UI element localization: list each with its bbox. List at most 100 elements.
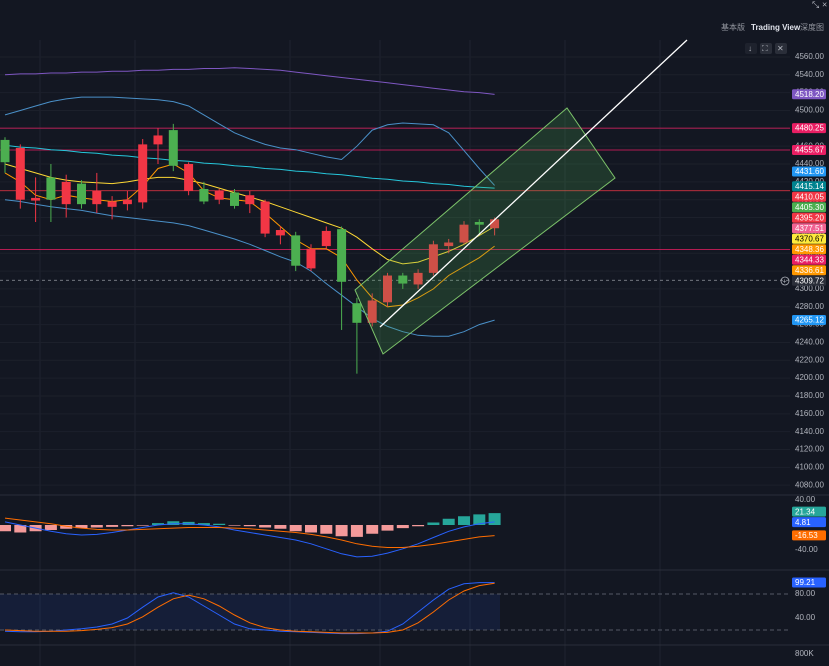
tab[interactable]: 深度图 [800,22,824,32]
indicator-line [4,582,495,635]
histogram-bar [396,525,409,529]
trend-line[interactable] [379,39,688,328]
candle-body [15,147,25,200]
price-tag [792,223,826,234]
histogram-bar [228,525,241,526]
histogram-bar [442,518,455,525]
toolbar: ↓ ⛶ ✕ [745,43,787,54]
price-tag [792,233,826,244]
histogram-bar [412,525,425,527]
candle-body [153,135,163,145]
y-tick-label: 4120.00 [795,445,824,454]
tab[interactable]: Trading View [751,23,801,32]
histogram-bar [75,525,88,529]
histogram-bar [197,523,210,525]
histogram-bar [213,523,226,525]
candle-body [168,130,178,166]
candle-body [92,190,102,205]
price-tag [792,517,826,528]
histogram-bar [458,516,470,525]
histogram-bar [366,525,379,534]
indicator-line [4,144,495,189]
y-tick-label: 4300.00 [795,284,824,293]
toolbar-button[interactable] [760,43,772,54]
candle-body [444,242,454,247]
add-alert-plus: + [783,278,787,285]
collapse-icon[interactable]: ⤡ [812,0,819,9]
candle-body [31,197,41,201]
price-tag [792,530,826,541]
y-tick-label: 4100.00 [795,462,824,471]
band-fill [0,594,500,630]
indicator-line [4,96,495,186]
price-tag-label: 4265.12 [795,316,824,325]
price-tag-label: 4348.36 [795,245,824,254]
y-tick-label: 4140.00 [795,427,824,436]
price-tag-label: 4395.20 [795,213,824,222]
price-tag [792,123,826,134]
price-tag [792,191,826,202]
price-tag-label: 4455.67 [795,146,824,155]
candle-body [474,222,484,225]
price-tag [792,577,826,588]
histogram-bar [305,525,317,533]
candle-body [352,303,362,323]
candle-body [61,181,71,205]
add-alert-icon[interactable] [780,276,790,286]
close-icon[interactable]: × [822,0,827,9]
candle-body [260,201,270,234]
price-tag-label: 4431.60 [795,167,824,176]
histogram-bar [243,525,256,527]
toolbar-button[interactable] [745,43,757,54]
price-tag-label: 4480.25 [795,124,824,133]
histogram-bar [0,525,11,532]
candle-body [245,195,255,205]
indicator-line [4,517,495,548]
toolbar-button[interactable] [775,43,787,54]
candle-body [122,199,132,205]
histogram-bar [44,525,57,530]
histogram-bar [289,525,302,532]
tab[interactable]: 基本版 [721,22,745,32]
y-tick-label: 4280.00 [795,302,824,311]
parallel-channel[interactable] [354,107,616,355]
histogram-bar [152,523,164,525]
price-tag [792,254,826,265]
histogram-bar [60,525,73,529]
histogram-bar [427,522,440,525]
toolbar-icon: ✕ [777,44,784,53]
price-tag-label: 99.21 [795,578,816,587]
y-tick-label: 800K [795,649,814,658]
histogram-bar [121,525,134,527]
y-tick-label: 4500.00 [795,106,824,115]
candle-body [184,164,194,191]
candle-body [306,248,316,269]
candle-body [428,244,438,273]
y-tick-label: 4240.00 [795,338,824,347]
candle-body [0,139,10,163]
y-tick-label: 80.00 [795,589,816,598]
y-tick-label: 4180.00 [795,391,824,400]
candle-body [230,192,239,206]
toolbar-icon: ⛶ [761,44,768,53]
price-tag [792,202,826,213]
candle-body [490,219,500,229]
price-tag [792,275,826,286]
price-tag [792,212,826,223]
histogram-bar [259,525,272,528]
price-tag [792,181,826,192]
price-tag-label: 4370.67 [795,234,824,243]
candle-body [413,272,423,285]
histogram-bar [167,521,180,525]
candle-body [107,201,117,207]
price-tag-label: 4309.72 [795,276,824,285]
price-tag-label: 4336.61 [795,266,824,275]
price-tags: 4518.20 4480.25 4455.67 4431.60 4415.144410.… [792,89,826,588]
histogram-bar [106,525,119,527]
y-tick-label: 4560.00 [795,52,824,61]
indicator-line [4,199,495,337]
vertical-grid [39,40,661,666]
toolbar-icon: ↓ [748,44,752,53]
